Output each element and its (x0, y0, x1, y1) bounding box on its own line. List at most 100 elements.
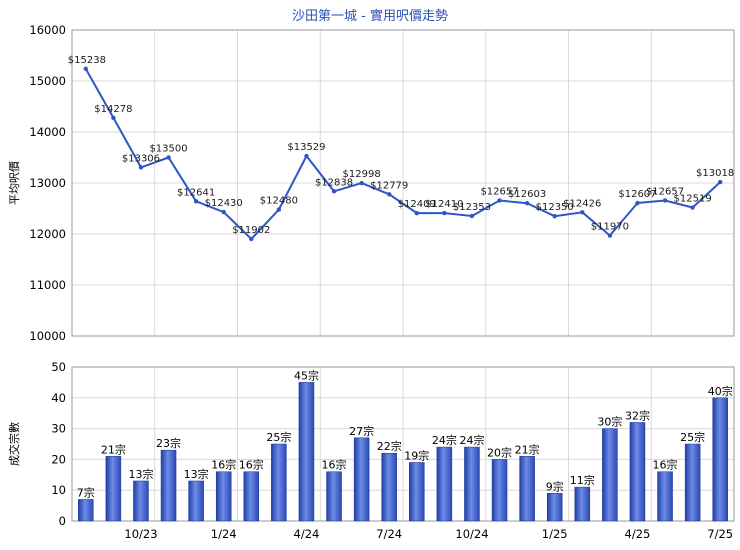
price-label: $12426 (563, 198, 601, 209)
price-y-axis-label: 平均呎價 (7, 161, 21, 205)
volume-bar (546, 493, 563, 522)
volume-bar (271, 443, 287, 522)
volume-label: 16宗 (211, 458, 236, 472)
volume-bar (436, 446, 453, 522)
price-point (276, 207, 282, 212)
price-point (442, 210, 447, 216)
price-y-tick-label: 14000 (29, 125, 66, 139)
price-label: $11902 (232, 225, 270, 236)
volume-bar (298, 382, 315, 522)
volume-label: 19宗 (404, 448, 429, 462)
price-label: $12603 (508, 189, 546, 200)
volume-label: 45宗 (294, 368, 319, 382)
price-label: $13018 (696, 168, 734, 179)
price-label: $12519 (674, 194, 712, 205)
volume-label: 16宗 (239, 458, 264, 472)
price-label: $12430 (205, 198, 243, 209)
price-y-tick-label: 10000 (29, 329, 66, 343)
price-label: $13306 (122, 153, 160, 164)
x-tick-label: 7/25 (707, 527, 733, 541)
volume-bar (574, 486, 591, 522)
volume-bar (133, 480, 149, 522)
volume-bar (464, 446, 480, 522)
price-y-tick-label: 12000 (29, 227, 66, 241)
volume-bar (188, 480, 204, 522)
volume-label: 13宗 (184, 467, 209, 481)
price-point (607, 233, 613, 238)
volume-bar (243, 471, 260, 522)
price-point (83, 66, 88, 72)
price-point (304, 153, 309, 159)
price-y-ticks: 10000 11000 12000 13000 14000 15000 16000 (29, 23, 66, 343)
price-y-tick-label: 15000 (29, 74, 66, 88)
price-point (662, 198, 668, 203)
price-point (552, 213, 557, 219)
volume-bar (326, 471, 342, 522)
price-label: $12657 (646, 186, 684, 197)
volume-bar (712, 397, 728, 522)
x-tick-label: 4/25 (625, 527, 651, 541)
price-point (221, 209, 226, 215)
volume-label: 25宗 (680, 430, 705, 444)
volume-label: 9宗 (546, 479, 564, 493)
volume-bar (215, 471, 232, 522)
price-label: $12480 (260, 196, 298, 207)
volume-bar (602, 428, 618, 522)
x-tick-label: 1/25 (542, 527, 568, 541)
price-point (331, 189, 337, 194)
price-point (249, 236, 254, 242)
volume-label: 16宗 (322, 458, 347, 472)
price-label: $12838 (315, 177, 353, 188)
x-tick-label: 7/24 (376, 527, 402, 541)
volume-label: 24宗 (432, 433, 457, 447)
volume-bar (353, 437, 370, 522)
volume-y-tick-label: 40 (51, 391, 66, 405)
price-point (138, 165, 144, 170)
price-panel: 10000 11000 12000 13000 14000 15000 16000 平均呎價… (7, 23, 735, 343)
price-label: $12409 (398, 199, 436, 210)
volume-label: 30宗 (597, 415, 622, 429)
price-label: $12998 (343, 169, 381, 180)
price-label: $13529 (287, 142, 325, 153)
volume-label: 22宗 (377, 439, 402, 453)
price-point (193, 199, 199, 204)
price-label: $12607 (618, 189, 656, 200)
volume-bars (78, 382, 728, 522)
chart-title: 沙田第一城 - 實用呎價走勢 (292, 8, 448, 24)
price-label: $12410 (425, 199, 463, 210)
volume-label: 21宗 (515, 442, 540, 456)
price-label: $12641 (177, 187, 215, 198)
price-label: $12657 (480, 186, 518, 197)
price-point (166, 155, 171, 160)
volume-bar (657, 471, 673, 522)
price-point (469, 213, 475, 219)
price-point (635, 200, 640, 206)
volume-y-ticks: 0 10 20 30 40 50 (51, 360, 66, 528)
volume-label: 23宗 (156, 436, 181, 450)
x-tick-label: 4/24 (294, 527, 320, 541)
volume-bar (409, 462, 425, 522)
volume-label: 25宗 (266, 430, 291, 444)
volume-y-tick-label: 10 (51, 483, 66, 497)
volume-label: 40宗 (708, 384, 733, 398)
price-y-tick-label: 16000 (29, 23, 66, 37)
price-point (414, 210, 419, 216)
volume-bar (78, 499, 94, 522)
x-axis-ticks: 10/23 1/24 4/24 7/24 10/24 1/25 4/25 7/25 (124, 527, 733, 541)
volume-y-tick-label: 0 (59, 514, 66, 528)
price-label: $11970 (591, 222, 629, 233)
price-point (387, 192, 392, 197)
volume-bar (684, 443, 701, 522)
volume-bar (491, 459, 508, 522)
price-label: $14278 (94, 104, 132, 115)
price-gridlines (72, 29, 734, 337)
volume-bar (105, 456, 122, 522)
price-points (83, 66, 723, 242)
price-point (690, 205, 695, 210)
price-y-tick-label: 11000 (29, 278, 66, 292)
price-line (84, 68, 721, 241)
volume-bar (629, 422, 646, 522)
volume-label: 7宗 (77, 485, 95, 499)
